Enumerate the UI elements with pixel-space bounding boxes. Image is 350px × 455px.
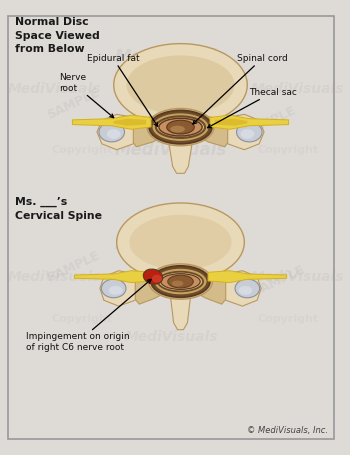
Polygon shape	[208, 271, 287, 283]
Polygon shape	[228, 114, 264, 150]
Text: Normal Disc
Space Viewed
from Below: Normal Disc Space Viewed from Below	[15, 17, 100, 54]
Polygon shape	[127, 56, 234, 114]
Polygon shape	[215, 119, 247, 126]
Polygon shape	[100, 271, 135, 306]
Text: SAMPLE: SAMPLE	[44, 249, 101, 285]
Ellipse shape	[147, 108, 214, 146]
Text: MediVisuals: MediVisuals	[115, 48, 228, 66]
Ellipse shape	[237, 122, 262, 142]
Text: Copyright: Copyright	[258, 145, 319, 155]
Text: Thecal sac: Thecal sac	[208, 88, 297, 128]
Text: MediVisuals: MediVisuals	[115, 235, 228, 253]
Polygon shape	[114, 44, 247, 126]
Text: Copyright: Copyright	[258, 314, 319, 324]
Polygon shape	[226, 271, 261, 306]
Polygon shape	[72, 115, 151, 129]
Ellipse shape	[152, 275, 162, 283]
Text: Impingement on origin
of right C6 nerve root: Impingement on origin of right C6 nerve …	[26, 279, 151, 352]
Ellipse shape	[148, 264, 212, 299]
Ellipse shape	[143, 269, 163, 284]
Ellipse shape	[99, 122, 125, 142]
Text: Epidural fat: Epidural fat	[87, 54, 158, 126]
Polygon shape	[130, 114, 171, 147]
Ellipse shape	[149, 111, 212, 144]
Polygon shape	[130, 215, 232, 270]
Text: MediVisuals: MediVisuals	[7, 82, 101, 96]
Ellipse shape	[235, 279, 260, 298]
Ellipse shape	[159, 118, 202, 136]
Text: SAMPLE: SAMPLE	[241, 104, 298, 140]
Ellipse shape	[153, 113, 209, 141]
Ellipse shape	[240, 129, 254, 139]
Polygon shape	[188, 272, 230, 304]
Text: MediVisuals: MediVisuals	[124, 330, 218, 344]
Ellipse shape	[151, 266, 210, 297]
Ellipse shape	[168, 275, 193, 288]
Ellipse shape	[167, 120, 194, 134]
Polygon shape	[97, 114, 133, 150]
Ellipse shape	[238, 286, 252, 295]
Text: MediVisuals: MediVisuals	[7, 270, 101, 283]
Polygon shape	[171, 298, 190, 330]
Ellipse shape	[172, 281, 183, 287]
Polygon shape	[114, 119, 146, 126]
Ellipse shape	[154, 269, 206, 294]
Ellipse shape	[102, 279, 126, 298]
Text: MediVisuals: MediVisuals	[251, 82, 344, 96]
Text: SAMPLE: SAMPLE	[250, 263, 307, 299]
Polygon shape	[169, 142, 192, 173]
Ellipse shape	[170, 126, 185, 132]
Ellipse shape	[107, 129, 120, 139]
Polygon shape	[117, 203, 244, 282]
Text: Copyright: Copyright	[52, 314, 113, 324]
Text: Ms. ___’s
Cervical Spine: Ms. ___’s Cervical Spine	[15, 197, 102, 221]
Text: © MediVisuals, Inc.: © MediVisuals, Inc.	[247, 426, 328, 435]
Text: Spinal cord: Spinal cord	[193, 54, 287, 124]
Text: MediVisuals: MediVisuals	[115, 142, 228, 159]
Text: SAMPLE: SAMPLE	[44, 86, 101, 121]
Text: MediVisuals: MediVisuals	[251, 270, 344, 283]
Ellipse shape	[161, 274, 200, 289]
Ellipse shape	[156, 116, 205, 138]
Ellipse shape	[158, 272, 203, 291]
Polygon shape	[190, 114, 232, 147]
Text: Copyright: Copyright	[52, 145, 113, 155]
Text: Nerve
root: Nerve root	[59, 73, 114, 118]
Polygon shape	[131, 272, 173, 304]
Ellipse shape	[109, 286, 122, 295]
Polygon shape	[75, 271, 153, 283]
Polygon shape	[210, 115, 289, 129]
